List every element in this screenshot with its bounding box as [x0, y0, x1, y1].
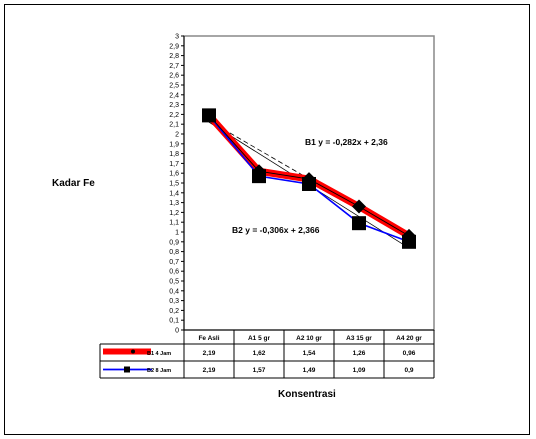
y-tick-label: 1,2 — [169, 210, 179, 217]
y-tick-label: 2,9 — [169, 43, 179, 50]
y-tick-label: 2,2 — [169, 112, 179, 119]
legend-label: B1 4 Jam — [147, 351, 171, 357]
trendline-equation-b1: B1 y = -0,282x + 2,36 — [305, 137, 388, 147]
x-tick-label: A3 15 gr — [346, 335, 372, 342]
x-tick-label: A1 5 gr — [248, 335, 271, 342]
y-tick-label: 1,4 — [169, 190, 179, 197]
table-cell: 1,09 — [353, 367, 366, 374]
table-cell: 2,19 — [203, 350, 216, 357]
y-tick-label: 0,5 — [169, 279, 179, 286]
y-tick-label: 1,6 — [169, 171, 179, 178]
y-tick-label: 0 — [175, 328, 179, 335]
legend-marker-b2 — [124, 366, 130, 373]
y-tick-label: 2,3 — [169, 102, 179, 109]
point-b2 — [252, 169, 266, 184]
legend-marker-b1 — [131, 349, 135, 354]
legend-label: B2 8 Jam — [147, 368, 171, 374]
y-tick-label: 1,1 — [169, 220, 179, 227]
y-tick-label: 0,8 — [169, 249, 179, 256]
y-tick-label: 0,1 — [169, 318, 179, 325]
y-tick-label: 0,2 — [169, 308, 179, 315]
y-tick-label: 1,8 — [169, 151, 179, 158]
y-tick-label: 0,7 — [169, 259, 179, 266]
y-tick-label: 2,7 — [169, 63, 179, 70]
point-b2 — [402, 234, 416, 249]
chart-frame — [4, 4, 530, 435]
y-tick-label: 0,4 — [169, 288, 179, 295]
y-tick-label: 1,7 — [169, 161, 179, 168]
y-tick-label: 1,3 — [169, 200, 179, 207]
y-tick-label: 2,5 — [169, 83, 179, 90]
y-tick-label: 2,6 — [169, 73, 179, 80]
y-axis-title: Kadar Fe — [52, 178, 95, 189]
x-tick-label: A4 20 gr — [396, 335, 422, 342]
y-tick-label: 1,5 — [169, 181, 179, 188]
y-tick-label: 2,1 — [169, 122, 179, 129]
legend-key-b1 — [103, 348, 151, 355]
trendline-equation-b2: B2 y = -0,306x + 2,366 — [232, 225, 320, 235]
point-b2 — [352, 216, 366, 231]
y-tick-label: 0,9 — [169, 239, 179, 246]
x-tick-label: A2 10 gr — [296, 335, 322, 342]
y-tick-label: 0,3 — [169, 298, 179, 305]
table-cell: 0,9 — [404, 367, 413, 374]
y-tick-label: 2,8 — [169, 53, 179, 60]
y-tick-label: 2 — [175, 132, 179, 139]
x-tick-label: Fe Asli — [198, 335, 219, 342]
point-b2 — [202, 108, 216, 123]
table-cell: 1,54 — [303, 350, 316, 357]
y-tick-label: 0,6 — [169, 269, 179, 276]
point-b2 — [302, 176, 316, 191]
table-cell: 0,96 — [403, 350, 416, 357]
y-tick-label: 1,9 — [169, 141, 179, 148]
y-tick-label: 2,4 — [169, 92, 179, 99]
y-tick-label: 1 — [175, 230, 179, 237]
table-cell: 2,19 — [203, 367, 216, 374]
table-cell: 1,26 — [353, 350, 366, 357]
table-cell: 1,62 — [253, 350, 266, 357]
table-cell: 1,57 — [253, 367, 266, 374]
point-b1 — [352, 199, 366, 214]
table-cell: 1,49 — [303, 367, 316, 374]
y-tick-label: 3 — [175, 34, 179, 41]
x-axis-title: Konsentrasi — [278, 389, 336, 400]
